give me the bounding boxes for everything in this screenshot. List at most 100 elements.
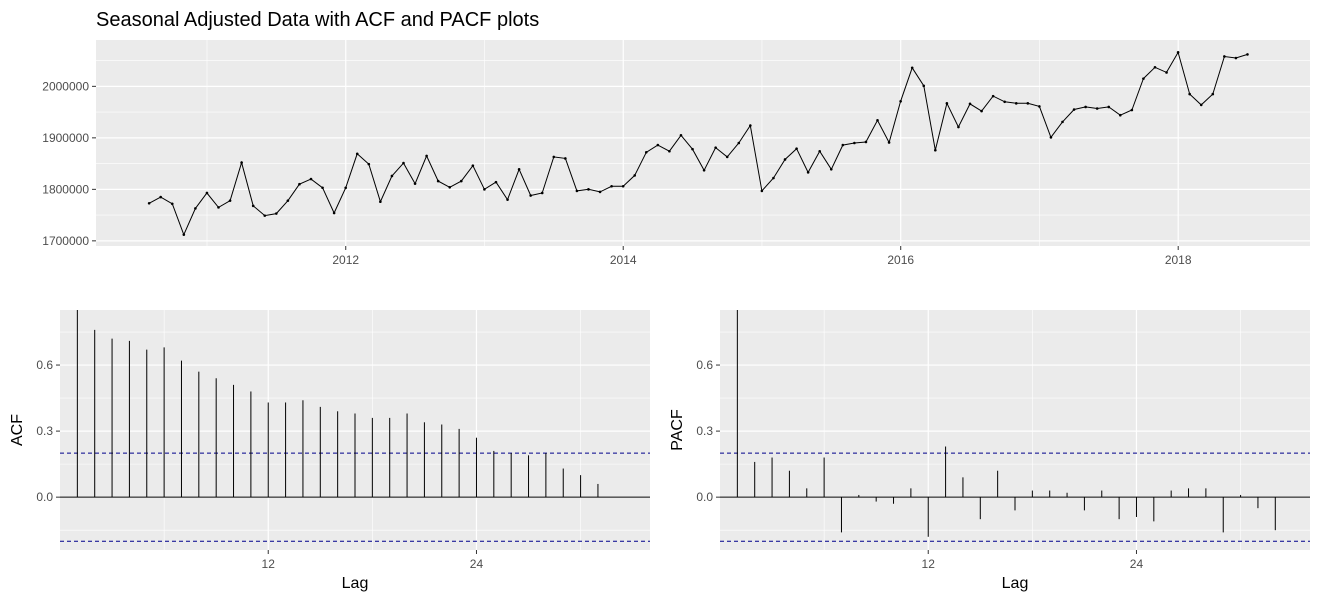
data-point xyxy=(737,141,741,145)
data-point xyxy=(529,194,532,197)
data-point xyxy=(251,204,255,208)
data-point xyxy=(367,162,371,166)
data-point xyxy=(644,150,648,154)
data-point xyxy=(1014,102,1018,105)
data-point xyxy=(1234,56,1238,60)
data-point xyxy=(471,164,475,167)
data-point xyxy=(1130,108,1134,112)
ts-panel: 2012 2014 2016 2018 1700000 1800000 1900000 200… xyxy=(42,40,1310,267)
data-point xyxy=(1038,105,1041,108)
pacf-x-tick-label: 24 xyxy=(1130,557,1144,571)
ts-x-tick-label: 2014 xyxy=(610,253,637,267)
data-point xyxy=(575,189,579,193)
data-point xyxy=(413,182,417,185)
data-point xyxy=(1107,105,1111,109)
data-point xyxy=(1026,102,1030,105)
data-point xyxy=(159,195,162,199)
data-point xyxy=(621,184,625,188)
data-point xyxy=(702,168,706,172)
data-point xyxy=(147,201,151,205)
data-point xyxy=(402,161,405,165)
data-point xyxy=(991,94,995,98)
data-point xyxy=(506,198,509,201)
pacf-y-tick-label: 0.0 xyxy=(696,490,713,504)
data-point xyxy=(760,189,764,193)
data-point xyxy=(1118,113,1122,117)
data-point xyxy=(957,125,960,129)
data-point xyxy=(818,149,822,153)
data-point xyxy=(945,102,949,105)
data-point xyxy=(968,102,972,106)
data-point xyxy=(610,184,613,188)
data-point xyxy=(853,141,856,145)
data-point xyxy=(691,147,694,151)
data-point xyxy=(899,99,902,103)
acf-y-tick-label: 0.0 xyxy=(36,490,53,504)
data-point xyxy=(448,185,452,189)
acf-y-tick-label: 0.6 xyxy=(36,358,53,372)
ts-y-tick-label: 2000000 xyxy=(42,79,89,93)
data-point xyxy=(1211,92,1215,96)
data-point xyxy=(668,149,671,153)
data-point xyxy=(194,207,197,210)
pacf-x-axis-label: Lag xyxy=(1002,575,1029,592)
data-point xyxy=(217,206,220,209)
data-point xyxy=(783,158,787,161)
data-point xyxy=(1199,103,1203,107)
acf-y-tick-label: 0.3 xyxy=(36,424,53,438)
data-point xyxy=(772,176,775,180)
data-point xyxy=(344,186,347,190)
pacf-y-axis-label: PACF xyxy=(669,409,686,451)
ts-y-tick-label: 1800000 xyxy=(42,182,89,196)
data-point xyxy=(656,143,660,147)
data-point xyxy=(1072,108,1076,111)
data-point xyxy=(1061,120,1064,124)
data-point xyxy=(309,177,313,181)
data-point xyxy=(1223,55,1226,58)
data-point xyxy=(540,191,544,195)
data-point xyxy=(355,152,359,156)
pacf-panel: 12 24 0.0 0.3 0.6 Lag PACF xyxy=(669,310,1310,592)
data-point xyxy=(436,179,440,183)
data-point xyxy=(1095,107,1099,110)
pacf-y-tick-label: 0.3 xyxy=(696,424,713,438)
data-point xyxy=(459,179,463,183)
data-point xyxy=(1142,77,1145,80)
acf-x-tick-label: 24 xyxy=(470,557,484,571)
ts-panel-background xyxy=(96,40,1310,246)
pacf-panel-background xyxy=(720,310,1310,550)
pacf-y-tick-label: 0.6 xyxy=(696,358,713,372)
ts-x-tick-label: 2012 xyxy=(332,253,359,267)
series-line xyxy=(148,51,1248,237)
data-point xyxy=(425,154,428,158)
data-point xyxy=(934,148,937,152)
data-point xyxy=(494,180,498,184)
ts-x-tick-label: 2016 xyxy=(887,253,914,267)
data-point xyxy=(321,186,324,190)
data-point xyxy=(864,140,868,144)
chart-title: Seasonal Adjusted Data with ACF and PACF… xyxy=(96,9,539,31)
data-point xyxy=(228,199,232,202)
data-point xyxy=(876,119,879,122)
data-point xyxy=(170,202,174,206)
data-point xyxy=(841,143,845,147)
data-point xyxy=(1084,105,1087,109)
data-point xyxy=(714,146,717,149)
data-point xyxy=(980,109,983,113)
data-point xyxy=(922,84,926,88)
data-point xyxy=(749,124,752,127)
data-point xyxy=(887,141,891,144)
data-point xyxy=(633,174,637,177)
data-point xyxy=(240,161,243,164)
data-point xyxy=(205,191,209,195)
data-point xyxy=(1165,71,1168,74)
data-point xyxy=(587,188,590,191)
data-point xyxy=(552,155,556,159)
data-point xyxy=(806,171,810,174)
acf-panel: 12 24 0.0 0.3 0.6 Lag ACF xyxy=(9,310,650,592)
ts-y-tick-label: 1700000 xyxy=(42,234,89,248)
data-point xyxy=(598,190,602,194)
ts-y-tick-label: 1900000 xyxy=(42,131,89,145)
pacf-x-tick-label: 12 xyxy=(922,557,936,571)
